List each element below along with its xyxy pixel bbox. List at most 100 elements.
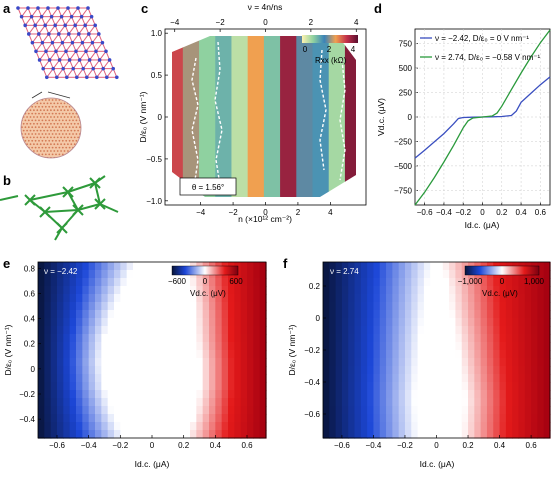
moire-atom bbox=[58, 126, 61, 129]
vdc-cell bbox=[120, 430, 128, 439]
vdc-cell bbox=[442, 278, 450, 287]
vdc-cell bbox=[158, 374, 166, 383]
moire-atom bbox=[68, 139, 71, 142]
moire-atom bbox=[70, 102, 73, 105]
vdc-cell bbox=[209, 310, 216, 319]
vdc-cell bbox=[417, 318, 425, 327]
vdc-cell bbox=[234, 406, 242, 415]
vdc-cell bbox=[341, 390, 349, 399]
vdc-cell bbox=[44, 302, 52, 311]
vdc-cell bbox=[411, 382, 419, 391]
vdc-cell bbox=[341, 374, 349, 383]
moire-atom bbox=[68, 105, 71, 108]
moire-atom bbox=[22, 122, 25, 125]
moire-atom bbox=[48, 105, 51, 108]
moire-atom bbox=[50, 122, 52, 125]
vdc-cell bbox=[57, 334, 64, 343]
moire-atom bbox=[24, 133, 27, 135]
moire-atom bbox=[73, 129, 76, 132]
vdc-cell bbox=[259, 430, 267, 439]
vdc-cell bbox=[209, 318, 216, 327]
vdc-cell bbox=[57, 286, 64, 295]
panel-b-network bbox=[0, 175, 119, 241]
vdc-cell bbox=[38, 310, 45, 319]
vdc-cell bbox=[114, 366, 121, 375]
vdc-cell bbox=[209, 374, 216, 383]
vdc-cell bbox=[139, 334, 147, 343]
vdc-cell bbox=[411, 422, 419, 431]
rxx-colorbar-tick: 4 bbox=[351, 45, 356, 54]
lattice-node bbox=[115, 75, 119, 80]
vdc-cell bbox=[57, 294, 64, 303]
vdc-cell bbox=[436, 406, 444, 415]
vdc-cell bbox=[158, 366, 166, 375]
vdc-cell bbox=[69, 342, 77, 351]
moire-atom bbox=[22, 129, 25, 132]
moire-atom bbox=[75, 105, 78, 108]
vdc-cell bbox=[512, 294, 520, 303]
moire-atom bbox=[38, 119, 40, 122]
lattice-node bbox=[41, 66, 45, 71]
vdc-cell bbox=[253, 310, 261, 319]
rxx-column bbox=[344, 36, 356, 197]
moire-atom bbox=[27, 99, 30, 101]
vdc-cell bbox=[423, 398, 431, 407]
lattice-node bbox=[80, 40, 85, 45]
panel-d-x-tick-label: −0.6 bbox=[417, 208, 433, 217]
vdc-cell bbox=[139, 430, 147, 439]
vdc-cell bbox=[531, 366, 538, 375]
vdc-cell bbox=[455, 398, 463, 407]
vdc-cell bbox=[367, 406, 375, 415]
vdc-cell bbox=[449, 406, 457, 415]
vdc-cell bbox=[69, 430, 77, 439]
vdc-cell bbox=[50, 366, 58, 375]
vdc-cell bbox=[114, 262, 121, 271]
moire-atom bbox=[48, 99, 51, 101]
vdc-cell bbox=[367, 430, 375, 439]
vdc-cell bbox=[518, 358, 526, 367]
vdc-cell bbox=[373, 406, 381, 415]
vdc-cell bbox=[145, 430, 153, 439]
panel-label-e: e bbox=[3, 256, 10, 271]
vdc-cell bbox=[240, 294, 248, 303]
vdc-cell bbox=[107, 414, 115, 423]
vdc-cell bbox=[247, 334, 254, 343]
vdc-cell bbox=[335, 350, 343, 359]
vdc-cell bbox=[196, 326, 204, 335]
vdc-cell bbox=[253, 350, 261, 359]
panel-e-y-tick-label: 0.6 bbox=[24, 289, 36, 298]
vdc-cell bbox=[455, 334, 463, 343]
vdc-cell bbox=[537, 390, 545, 399]
vdc-cell bbox=[524, 398, 532, 407]
moire-atom bbox=[53, 136, 56, 139]
vdc-cell bbox=[329, 270, 337, 279]
vdc-cell bbox=[63, 342, 71, 351]
vdc-cell bbox=[367, 342, 375, 351]
vdc-cell bbox=[341, 334, 349, 343]
vdc-cell bbox=[323, 358, 330, 367]
vdc-cell bbox=[95, 422, 102, 431]
vdc-cell bbox=[417, 270, 425, 279]
vdc-cell bbox=[461, 318, 469, 327]
panel-e-y-tick-label: 0.8 bbox=[24, 264, 36, 273]
vdc-cell bbox=[139, 318, 147, 327]
vdc-cell bbox=[183, 342, 191, 351]
panel-c-x-tick-label: 2 bbox=[296, 208, 301, 217]
vdc-cell bbox=[404, 358, 412, 367]
panel-f-y-tick-label: 0.2 bbox=[309, 282, 321, 291]
vdc-cell bbox=[190, 326, 197, 335]
vdc-cell bbox=[404, 430, 412, 439]
vdc-cell bbox=[107, 270, 115, 279]
vdc-cell bbox=[518, 382, 526, 391]
vdc-cell bbox=[209, 366, 216, 375]
vdc-cell bbox=[468, 326, 475, 335]
vdc-cell bbox=[95, 270, 102, 279]
vdc-cell bbox=[392, 366, 400, 375]
vdc-cell bbox=[505, 302, 513, 311]
vdc-cell bbox=[392, 430, 400, 439]
vdc-cell bbox=[348, 342, 356, 351]
vdc-cell bbox=[474, 310, 482, 319]
moire-atom bbox=[55, 146, 57, 149]
lattice-node bbox=[83, 23, 87, 28]
moire-atom bbox=[72, 119, 74, 122]
